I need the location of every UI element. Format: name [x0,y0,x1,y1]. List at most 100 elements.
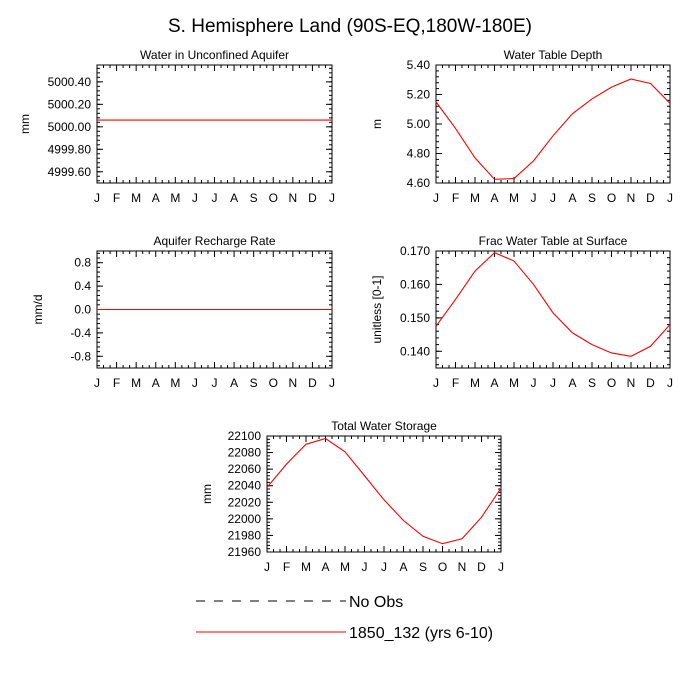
x-tick-label: A [321,560,329,574]
x-tick-label: M [131,191,141,205]
x-tick-label: M [131,376,141,390]
legend-model-label: 1850_132 (yrs 6-10) [349,625,493,642]
x-tick-label: M [340,560,350,574]
x-tick-label: N [458,560,467,574]
x-tick-label: J [212,376,218,390]
x-tick-label: M [170,376,180,390]
x-tick-label: J [531,191,537,205]
x-tick-label: J [667,376,673,390]
x-tick-label: F [452,376,459,390]
y-tick-label: 0.150 [400,311,430,325]
x-tick-label: J [433,376,439,390]
x-tick-label: A [399,560,407,574]
x-tick-label: M [470,191,480,205]
x-tick-label: A [490,191,498,205]
x-tick-label: D [646,376,655,390]
y-axis-label: mm [18,114,32,134]
series-line [435,252,671,357]
x-tick-label: S [250,376,258,390]
y-tick-label: 5000.20 [48,97,92,111]
x-tick-label: J [329,376,335,390]
x-tick-label: J [212,191,218,205]
x-tick-label: A [152,376,160,390]
panel-title: Total Water Storage [331,419,437,433]
y-tick-label: 21960 [228,545,262,559]
x-tick-label: O [269,191,278,205]
x-tick-label: A [490,376,498,390]
x-tick-label: D [646,191,655,205]
y-axis-label: mm [200,484,214,504]
x-tick-label: O [269,376,278,390]
x-tick-label: J [329,191,335,205]
plot-frame [96,64,333,184]
y-tick-label: 22040 [228,479,262,493]
x-tick-label: J [94,376,100,390]
x-tick-label: N [288,191,297,205]
y-tick-label: 21980 [228,528,262,542]
x-tick-label: J [433,191,439,205]
x-tick-label: J [192,376,198,390]
y-tick-label: 5.40 [407,58,431,72]
panel-title: Aquifer Recharge Rate [153,234,275,248]
panel-title: Frac Water Table at Surface [479,234,628,248]
y-tick-label: 22020 [228,495,262,509]
x-tick-label: J [498,560,504,574]
x-tick-label: J [192,191,198,205]
series-line [435,78,671,180]
y-tick-label: 4999.80 [48,142,92,156]
x-tick-label: J [531,376,537,390]
x-tick-label: D [308,191,317,205]
plot-frame [435,250,671,369]
x-tick-label: D [308,376,317,390]
x-tick-label: N [627,376,636,390]
y-tick-label: 0.170 [400,244,430,258]
x-tick-label: F [452,191,459,205]
x-tick-label: J [550,376,556,390]
x-tick-label: S [250,191,258,205]
x-tick-label: M [509,191,519,205]
x-tick-label: M [301,560,311,574]
x-tick-label: J [550,191,556,205]
x-tick-label: J [94,191,100,205]
y-axis-label: mm/d [31,295,45,325]
y-axis-label: m [370,119,384,129]
y-tick-label: -0.4 [70,326,91,340]
plot-frame [435,64,671,184]
y-tick-label: 5.20 [407,88,431,102]
y-tick-label: 4.80 [407,147,431,161]
y-tick-label: 22080 [228,446,262,460]
x-tick-label: J [381,560,387,574]
x-tick-label: O [607,376,616,390]
y-tick-label: 5000.00 [48,120,92,134]
x-tick-label: A [152,191,160,205]
x-tick-label: F [283,560,290,574]
y-tick-label: 5.00 [407,117,431,131]
y-tick-label: 22100 [228,429,262,443]
y-tick-label: 0.140 [400,344,430,358]
y-tick-label: 4999.60 [48,165,92,179]
x-tick-label: S [588,191,596,205]
x-tick-label: S [588,376,596,390]
y-tick-label: 0.4 [74,279,91,293]
x-tick-label: O [438,560,447,574]
x-tick-label: N [288,376,297,390]
y-tick-label: 0.0 [74,303,91,317]
y-tick-label: 0.160 [400,277,430,291]
y-tick-label: 0.8 [74,256,91,270]
x-tick-label: J [667,191,673,205]
y-tick-label: 4.60 [407,176,431,190]
y-tick-label: 22060 [228,462,262,476]
legend: No Obs 1850_132 (yrs 6-10) [196,594,493,642]
x-tick-label: A [230,191,238,205]
series-line [266,437,502,545]
x-tick-label: M [170,191,180,205]
x-tick-label: J [362,560,368,574]
x-tick-label: D [477,560,486,574]
panel-title: Water Table Depth [504,48,603,62]
x-tick-label: S [419,560,427,574]
